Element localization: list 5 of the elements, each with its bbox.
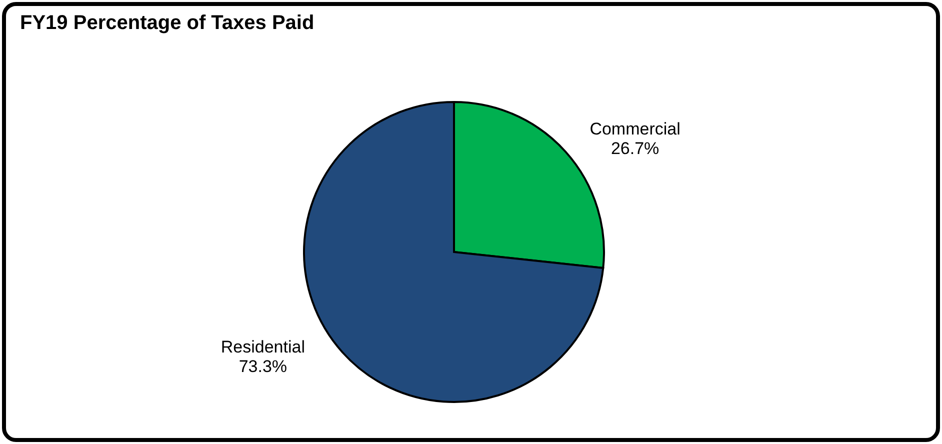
chart-title: FY19 Percentage of Taxes Paid bbox=[20, 12, 314, 35]
slice-label: Commercial bbox=[590, 120, 680, 139]
slice-label: Residential bbox=[220, 338, 305, 357]
data-label: 26.7% bbox=[610, 139, 660, 158]
data-label: 73.3% bbox=[238, 357, 288, 376]
